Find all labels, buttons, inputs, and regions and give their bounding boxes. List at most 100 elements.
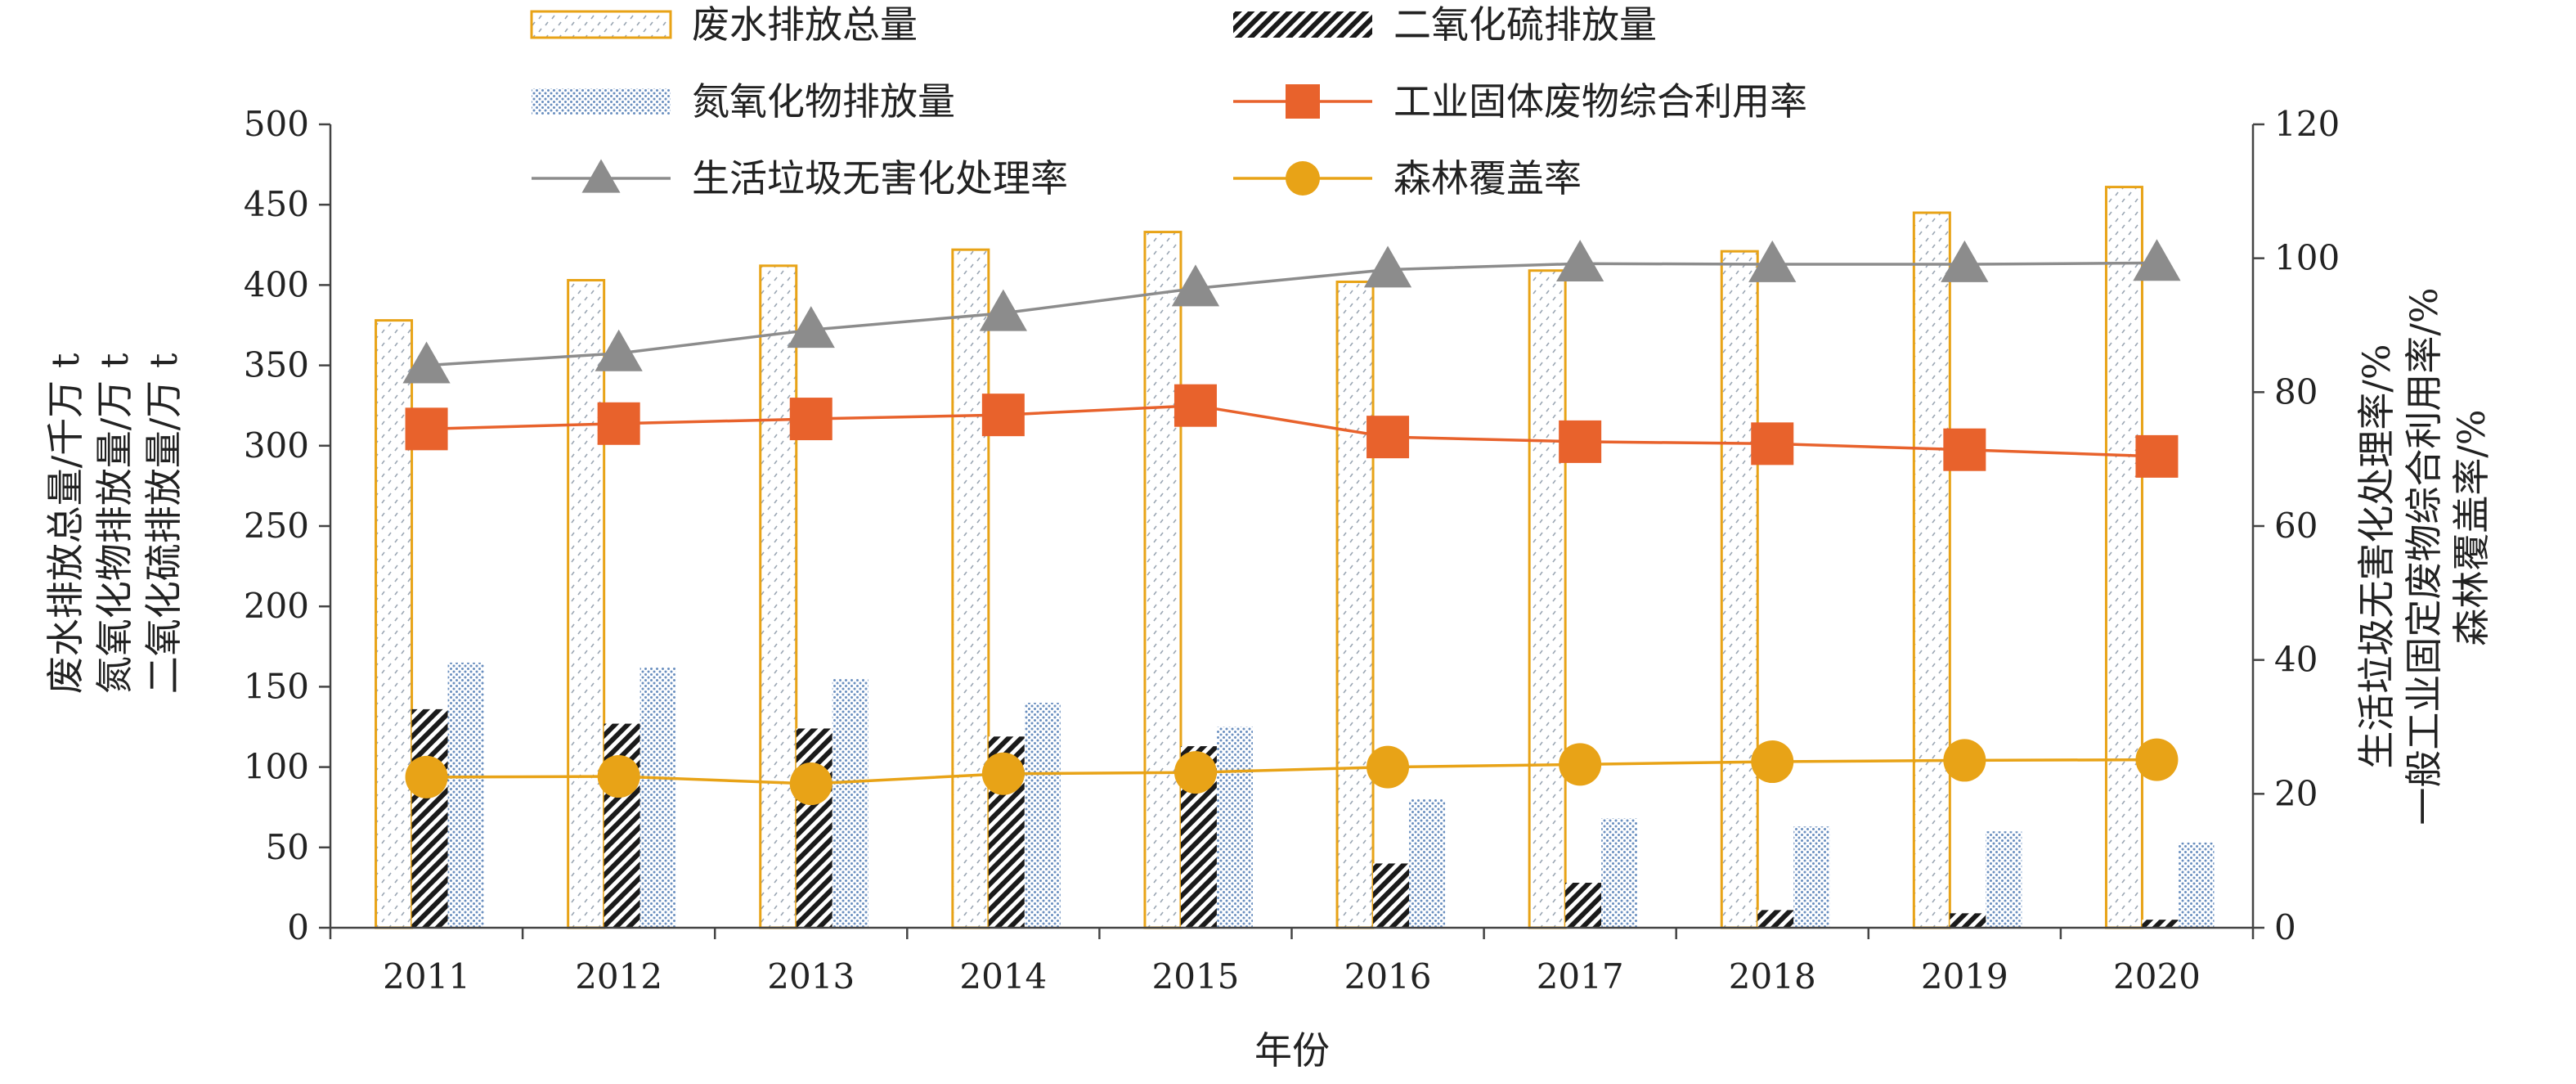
marker-triangle-2011	[402, 341, 451, 384]
marker-triangle-2018	[1748, 240, 1797, 282]
legend-swatch-fine-dots	[532, 88, 671, 115]
x-tick-label: 2012	[575, 956, 662, 996]
y-right-tick-label: 0	[2274, 907, 2296, 947]
bar-dots-2017	[1528, 269, 1567, 929]
x-axis-title: 年份	[1254, 1028, 1330, 1073]
bar-hatch-2019	[1950, 913, 1986, 928]
x-tick-label: 2011	[383, 956, 470, 996]
legend-swatch-dots	[530, 10, 672, 39]
marker-square-2018	[1751, 422, 1794, 466]
right-axis-title-line-2: 一般工业固定废物综合利用率/%	[2402, 287, 2446, 825]
y-left-tick-label: 0	[287, 907, 309, 947]
left-axis-title-line-3: 二氧化硫排放量/万 t	[141, 353, 186, 694]
y-left-tick-label: 500	[244, 104, 309, 144]
y-left-tick-label: 200	[244, 586, 309, 626]
legend-label: 森林覆盖率	[1393, 156, 1582, 200]
x-tick-label: 2018	[1729, 956, 1816, 996]
axes	[319, 123, 2264, 939]
marker-circle-2020	[2135, 738, 2179, 781]
y-right-tick-label: 80	[2274, 371, 2318, 412]
bar-fine-dots-2015	[1216, 726, 1253, 928]
x-tick-label: 2013	[767, 956, 855, 996]
bar-dots-2020	[2104, 186, 2143, 929]
bar-dots-2018	[1720, 250, 1759, 929]
bar-hatch-2013	[796, 728, 832, 928]
left-axis-title: 废水排放总量/千万 t 氮氧化物排放量/万 t 二氧化硫排放量/万 t	[43, 353, 186, 694]
right-axis-title: 生活垃圾无害化处理率/% 一般工业固定废物综合利用率/% 森林覆盖率/%	[2354, 287, 2493, 825]
right-axis-title-line-3: 森林覆盖率/%	[2449, 409, 2493, 645]
bar-fine-dots-2019	[1986, 831, 2022, 928]
bar-dots-2019	[1912, 211, 1951, 929]
marker-square-2011	[405, 407, 448, 451]
legend-label: 生活垃圾无害化处理率	[692, 156, 1068, 200]
bar-fine-dots-2012	[640, 667, 676, 928]
legend-label: 废水排放总量	[692, 2, 918, 47]
bar-fine-dots-2020	[2178, 842, 2215, 928]
marker-circle-2018	[1751, 740, 1794, 784]
x-tick-label: 2014	[959, 956, 1047, 996]
bar-fine-dots-2011	[447, 662, 484, 928]
y-right-tick-label: 40	[2274, 640, 2318, 680]
marker-square-2017	[1559, 420, 1602, 463]
bar-dots-2012	[567, 279, 606, 929]
marker-triangle-2015	[1171, 264, 1220, 307]
legend-marker-circle	[1286, 161, 1320, 196]
y-right-tick-label: 20	[2274, 773, 2318, 813]
bar-fine-dots-2013	[832, 678, 868, 928]
x-tick-label: 2016	[1344, 956, 1432, 996]
bar-fine-dots-2017	[1601, 818, 1638, 928]
legend-label: 二氧化硫排放量	[1393, 2, 1657, 47]
bar-hatch-2017	[1565, 883, 1602, 928]
y-left-tick-label: 100	[244, 747, 309, 787]
legend-label: 氮氧化物排放量	[692, 79, 955, 124]
bar-dots-2016	[1335, 280, 1375, 929]
bar-hatch-2016	[1373, 863, 1410, 928]
left-axis-title-line-2: 氮氧化物排放量/万 t	[92, 353, 137, 694]
legend-marker-square	[1286, 84, 1320, 119]
bar-dots-2013	[759, 264, 798, 929]
tick-labels: 0 50 100 150 200 250 300 350 400 450 500 0 20 40 60 80 1…	[244, 104, 2340, 996]
y-left-tick-label: 250	[244, 506, 309, 546]
bar-hatch-2012	[604, 723, 640, 928]
y-left-tick-label: 150	[244, 666, 309, 706]
marker-circle-2017	[1559, 743, 1602, 786]
x-tick-label: 2015	[1152, 956, 1240, 996]
y-left-tick-label: 350	[244, 345, 309, 385]
marker-square-2016	[1367, 416, 1410, 459]
marker-triangle-2020	[2133, 239, 2181, 281]
y-right-tick-label: 120	[2274, 104, 2340, 144]
bar-dots-2015	[1143, 231, 1183, 929]
x-tick-label: 2019	[1921, 956, 2008, 996]
marker-triangle-2019	[1941, 240, 1989, 282]
marker-triangle-2016	[1363, 245, 1412, 288]
bars	[375, 186, 2215, 929]
lines	[402, 239, 2181, 806]
x-tick-label: 2017	[1537, 956, 1624, 996]
marker-circle-2014	[981, 752, 1025, 795]
y-left-tick-label: 50	[266, 827, 309, 867]
marker-triangle-2013	[787, 306, 835, 349]
legend-swatch-hatch	[1233, 11, 1372, 38]
marker-square-2019	[1943, 428, 1986, 471]
marker-circle-2019	[1943, 739, 1986, 782]
bar-fine-dots-2014	[1024, 703, 1061, 928]
marker-circle-2016	[1367, 745, 1410, 789]
marker-square-2012	[597, 402, 640, 445]
y-right-tick-label: 60	[2274, 506, 2318, 546]
bar-fine-dots-2018	[1793, 826, 1830, 928]
x-tick-label: 2020	[2113, 956, 2201, 996]
left-axis-title-line-1: 废水排放总量/千万 t	[43, 353, 88, 694]
series-line-circle	[426, 758, 2157, 785]
y-right-tick-label: 100	[2274, 238, 2340, 278]
y-left-tick-label: 300	[244, 425, 309, 466]
marker-square-2015	[1174, 384, 1217, 427]
bar-dots-2014	[951, 248, 990, 929]
legend-label: 工业固体废物综合利用率	[1393, 79, 1807, 124]
bar-hatch-2011	[411, 708, 448, 928]
marker-triangle-2014	[979, 289, 1027, 331]
y-left-tick-label: 450	[244, 184, 309, 224]
bar-hatch-2020	[2142, 920, 2179, 928]
series-line-triangle	[426, 261, 2157, 367]
